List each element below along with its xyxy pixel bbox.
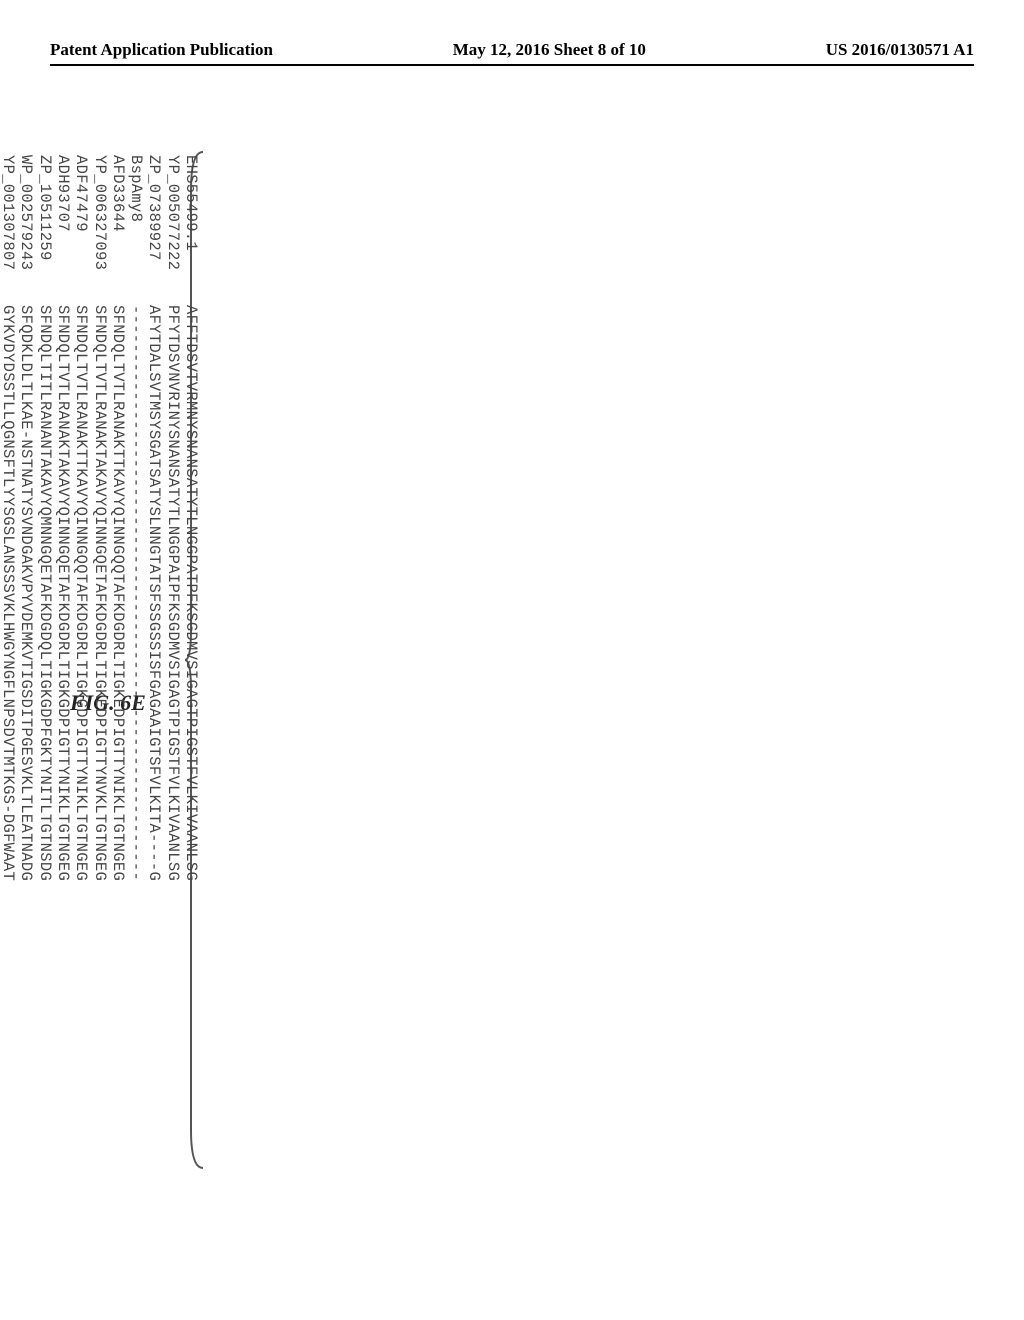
alignment-row: AFD33644SFNDQLTVTLRANAKTTKAVYQINNGQQTAFK… xyxy=(109,155,127,1175)
sequence-label: ADH93707 xyxy=(54,155,72,305)
alignment-row: WP_002579243SFQDKLDLTLKAE-NSTNATYSVNDGAK… xyxy=(17,155,35,1175)
alignment-row: EHS55499.1AFFTDSVTVRMNYSNANSATYTLNGGPATP… xyxy=(182,155,200,1175)
sequence-text: AFFTDSVTVRMNYSNANSATYTLNGGPATPFKSGDMVSIG… xyxy=(182,305,200,1175)
sequence-text: PFYTDSVNVRINYSNANSATYTLNGGPAIPFKSGDMVSIG… xyxy=(163,305,181,1175)
header-center: May 12, 2016 Sheet 8 of 10 xyxy=(453,40,646,60)
sequence-label: WP_002579243 xyxy=(17,155,35,305)
alignment-row: ADF47479SFNDQLTVTLRANAKTTKAVYQINNGQQTAFK… xyxy=(72,155,90,1175)
alignment-row: YP_006327093SFNDQLTVTLRANAKTAKAVYQINNGQE… xyxy=(90,155,108,1175)
alignment-row: YP_005077222PFYTDSVNVRINYSNANSATYTLNGGPA… xyxy=(163,155,181,1175)
header-left: Patent Application Publication xyxy=(50,40,273,60)
sequence-text: ----------------------------------------… xyxy=(127,305,145,1175)
alignment-row: ZP_10511259SFNDQLTITLRANANTAKAVYQMNNGQET… xyxy=(35,155,53,1175)
alignment-container: EHS55499.1AFFTDSVTVRMNYSNANSATYTLNGGPATP… xyxy=(0,155,200,1175)
alignment-row: BspAmy8---------------------------------… xyxy=(127,155,145,1175)
sequence-label: YP_001307807 xyxy=(0,155,17,305)
alignment-row: YP_001307807GYKVDYDSSTLLQGNSFTLYYSGSLANS… xyxy=(0,155,17,1175)
sequence-label: ZP_10511259 xyxy=(35,155,53,305)
sequence-text: SFQDKLDLTLKAE-NSTNATYSVNDGAKVPYVDEMKVTIG… xyxy=(17,305,35,1175)
sequence-label: ADF47479 xyxy=(72,155,90,305)
sequence-text: SFNDQLTVTLRANAKTAKAVYQINNGQETAFKDGDRLTIG… xyxy=(90,305,108,1175)
sequence-label: BspAmy8 xyxy=(127,155,145,305)
sequence-text: SFNDQLTVTLRANAKTTKAVYQINNGQQTAFKDGDRLTIG… xyxy=(72,305,90,1175)
sequence-text: SFNDQLTVTLRANAKTAKAVYQINNGQETAFKDGDRLTIG… xyxy=(54,305,72,1175)
sequence-label: YP_006327093 xyxy=(90,155,108,305)
sequence-label: EHS55499.1 xyxy=(182,155,200,305)
page-header: Patent Application Publication May 12, 2… xyxy=(50,40,974,66)
sequence-text: GYKVDYDSSTLLQGNSFTLYYSGSLANSSSVKLHWGYNGF… xyxy=(0,305,17,1175)
sequence-text: SFNDQLTVTLRANAKTTKAVYQINNGQQTAFKDGDRLTIG… xyxy=(109,305,127,1175)
sequence-text: SFNDQLTITLRANANTAKAVYQMNNGQETAFKDGDQLTIG… xyxy=(35,305,53,1175)
header-right: US 2016/0130571 A1 xyxy=(826,40,974,60)
sequence-text: AFYTDALSVTMSYSGATSATYSLNNGTATSFSSGSSISFG… xyxy=(145,305,163,1175)
alignment-block: EHS55499.1AFFTDSVTVRMNYSNANSATYTLNGGPATP… xyxy=(0,155,200,1175)
alignment-row: ZP_07389927AFYTDALSVTMSYSGATSATYSLNNGTAT… xyxy=(145,155,163,1175)
alignment-row: ADH93707SFNDQLTVTLRANAKTAKAVYQINNGQETAFK… xyxy=(54,155,72,1175)
sequence-label: AFD33644 xyxy=(109,155,127,305)
sequence-label: ZP_07389927 xyxy=(145,155,163,305)
sequence-label: YP_005077222 xyxy=(163,155,181,305)
